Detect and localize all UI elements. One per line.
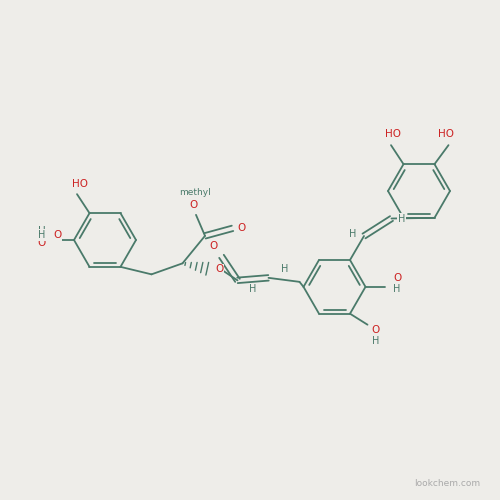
Text: H: H — [38, 230, 45, 240]
Text: H: H — [281, 264, 288, 274]
Text: O: O — [38, 238, 46, 248]
Text: H: H — [393, 284, 400, 294]
Text: O: O — [190, 200, 198, 210]
Text: O: O — [215, 264, 223, 274]
Text: H: H — [372, 336, 380, 346]
Text: H: H — [249, 284, 256, 294]
Text: HO: HO — [438, 129, 454, 139]
Text: HO: HO — [386, 129, 402, 139]
Text: O: O — [210, 242, 218, 252]
Text: O: O — [238, 224, 246, 234]
Text: O: O — [372, 324, 380, 334]
Text: H: H — [38, 226, 46, 236]
Text: O: O — [393, 273, 401, 283]
Text: methyl: methyl — [179, 188, 211, 198]
Text: O: O — [53, 230, 61, 240]
Text: H: H — [398, 214, 405, 224]
Text: lookchem.com: lookchem.com — [414, 478, 480, 488]
Text: H: H — [350, 228, 356, 238]
Text: HO: HO — [72, 179, 88, 189]
